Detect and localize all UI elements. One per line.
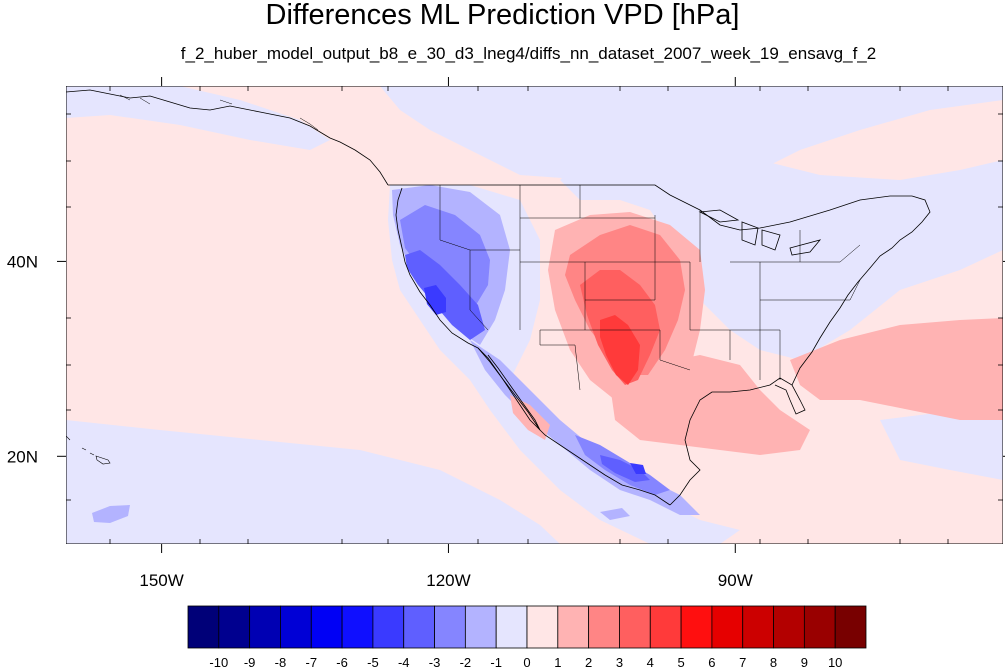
us-canada-border bbox=[388, 184, 912, 231]
state-borders bbox=[439, 185, 861, 391]
y-tick-label: 40N bbox=[7, 252, 38, 271]
colorbar-swatch bbox=[834, 605, 867, 649]
colorbar-label: 7 bbox=[739, 655, 746, 670]
colorbar-swatch bbox=[280, 605, 312, 649]
colorbar-swatch bbox=[218, 605, 251, 649]
atlantic-coastline bbox=[791, 195, 931, 386]
map-title: Differences ML Prediction VPD [hPa] bbox=[265, 0, 740, 31]
colorbar-label: 2 bbox=[585, 655, 592, 670]
colorbar-swatch bbox=[649, 605, 682, 649]
pacific-coastline bbox=[395, 187, 671, 506]
colorbar-swatch bbox=[711, 605, 744, 649]
colorbar-label: -6 bbox=[336, 655, 348, 670]
colorbar-label: 9 bbox=[801, 655, 808, 670]
colorbar-swatch bbox=[187, 605, 220, 649]
colorbar-label: -8 bbox=[275, 655, 287, 670]
northern-islands bbox=[119, 94, 319, 131]
colorbar-label: -4 bbox=[398, 655, 410, 670]
colorbar-label: 6 bbox=[708, 655, 715, 670]
colorbar-swatch bbox=[742, 605, 774, 649]
anomaly-region-guerrero-core bbox=[630, 463, 646, 474]
colorbar-swatch bbox=[464, 605, 497, 649]
colorbar-swatch bbox=[619, 605, 651, 649]
anomaly-region-canada-east bbox=[560, 120, 1003, 360]
anomaly-field bbox=[66, 86, 1003, 544]
x-tick-label: 150W bbox=[139, 571, 183, 590]
anomaly-region-mexico-south bbox=[600, 508, 630, 520]
anomaly-region-gulf-of-mexico bbox=[610, 355, 810, 455]
colorbar-swatch bbox=[372, 605, 405, 649]
colorbar-label: 5 bbox=[677, 655, 684, 670]
hawaii-islands bbox=[66, 435, 111, 465]
baja-coastline bbox=[477, 347, 541, 431]
colorbar-label: -9 bbox=[244, 655, 256, 670]
colorbar-swatch bbox=[680, 605, 713, 649]
northern-coastline bbox=[66, 89, 389, 186]
anomaly-region-gulf-alaska bbox=[66, 86, 330, 150]
colorbar-swatch bbox=[310, 605, 343, 649]
colorbar-swatch bbox=[588, 605, 620, 649]
colorbar-label: 10 bbox=[828, 655, 842, 670]
colorbar-label: -3 bbox=[429, 655, 441, 670]
y-axis: 40N 20N bbox=[7, 252, 1005, 466]
anomaly-region-mexico-west-coast bbox=[510, 395, 550, 440]
colorbar-label: 3 bbox=[616, 655, 623, 670]
colorbar-swatch bbox=[495, 605, 528, 649]
anomaly-region-california-coast bbox=[405, 250, 485, 340]
colorbar-label: 1 bbox=[554, 655, 561, 670]
colorbar-label: -1 bbox=[490, 655, 502, 670]
colorbar-swatch bbox=[249, 605, 281, 649]
colorbar-label: 4 bbox=[647, 655, 654, 670]
colorbar-label: -10 bbox=[209, 655, 228, 670]
colorbar-swatch bbox=[526, 605, 559, 649]
anomaly-region-central-california bbox=[424, 285, 446, 315]
anomaly-region-hawaii-south bbox=[92, 505, 130, 523]
x-tick-label: 120W bbox=[426, 571, 470, 590]
colorbar-swatch bbox=[557, 605, 590, 649]
gulf-coastline bbox=[669, 377, 806, 506]
anomaly-region-east-pacific-south bbox=[66, 420, 560, 544]
colorbar: -10 -9 -8 -7 -6 -5 -4 -3 -2 -1 0 1 2 3 4 5 6 7 8 9 10 bbox=[187, 605, 867, 670]
minor-ticks bbox=[66, 86, 1003, 544]
anomaly-region-guerrero-coast bbox=[600, 455, 650, 482]
x-tick-label: 90W bbox=[718, 571, 753, 590]
colorbar-label: 0 bbox=[523, 655, 530, 670]
coastlines-and-borders bbox=[66, 89, 931, 506]
colorbar-swatch bbox=[341, 605, 374, 649]
anomaly-region-north-pacific bbox=[66, 86, 1003, 180]
colorbar-label: 8 bbox=[770, 655, 777, 670]
anomaly-region-central-texas bbox=[600, 315, 640, 385]
x-axis: 150W 120W 90W bbox=[139, 77, 753, 590]
colorbar-label: -7 bbox=[305, 655, 317, 670]
colorbar-label: -5 bbox=[367, 655, 379, 670]
y-tick-label: 20N bbox=[7, 447, 38, 466]
anomaly-region-western-atlantic bbox=[790, 318, 1003, 420]
colorbar-swatch bbox=[803, 605, 836, 649]
map-plot-area bbox=[66, 86, 1003, 544]
colorbar-swatch bbox=[773, 605, 805, 649]
colorbar-swatch bbox=[403, 605, 435, 649]
map-subtitle: f_2_huber_model_output_b8_e_30_d3_lneg4/… bbox=[180, 44, 877, 63]
colorbar-swatch bbox=[434, 605, 466, 649]
anomaly-region-great-basin bbox=[400, 205, 490, 305]
colorbar-label: -2 bbox=[460, 655, 472, 670]
great-lakes bbox=[698, 209, 822, 256]
